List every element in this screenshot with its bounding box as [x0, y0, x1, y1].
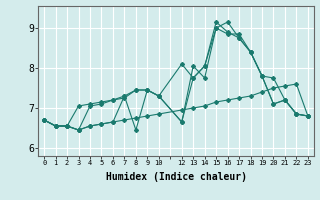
X-axis label: Humidex (Indice chaleur): Humidex (Indice chaleur) — [106, 172, 246, 182]
